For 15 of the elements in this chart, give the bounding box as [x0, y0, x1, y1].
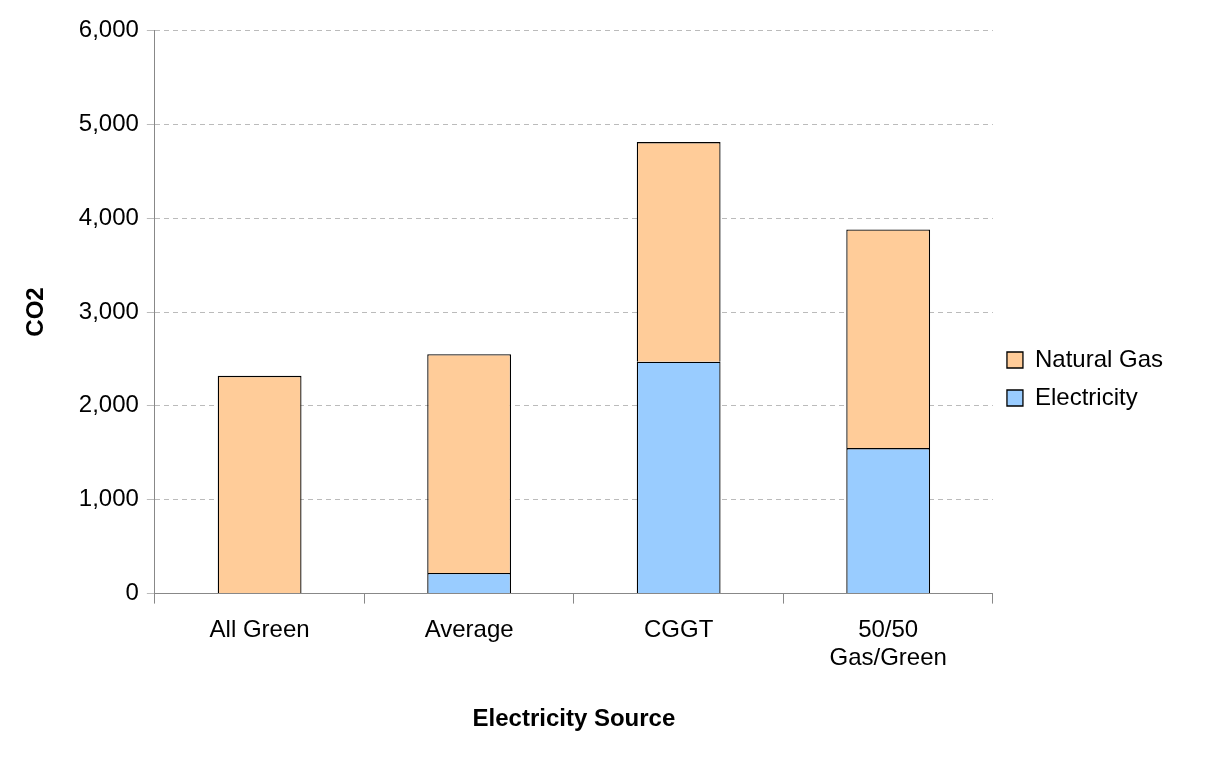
legend-label: Natural Gas — [1034, 344, 1164, 372]
x-axis-title: Electricity Source — [472, 704, 676, 732]
y-tick-label: 1,000 — [78, 484, 139, 512]
y-axis-title: CO2 — [21, 287, 49, 337]
y-tick-label: 3,000 — [78, 296, 139, 324]
x-tick-label: All Green — [209, 614, 310, 642]
y-tick-label: 0 — [125, 578, 139, 606]
y-tick-label: 4,000 — [78, 202, 139, 230]
x-tick-label: Average — [424, 614, 514, 642]
y-tick-label: 6,000 — [78, 15, 139, 43]
legend-label: Electricity — [1034, 382, 1138, 410]
y-tick-label: 2,000 — [78, 390, 139, 418]
y-tick-label: 5,000 — [78, 108, 139, 136]
x-tick-label: 50/50 Gas/Green — [829, 614, 947, 671]
x-tick-label: CGGT — [644, 614, 714, 642]
